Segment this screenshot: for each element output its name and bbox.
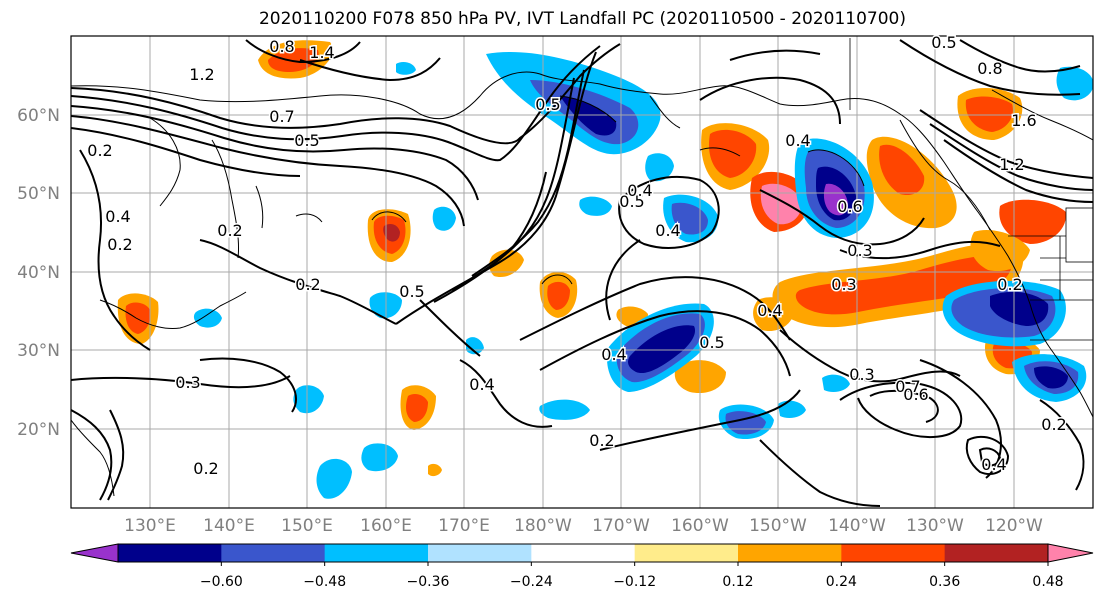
colorbar-swatch [324, 544, 429, 562]
coastlines [71, 71, 1093, 497]
contour-label: 0.4 [601, 345, 626, 364]
contour-label: 1.2 [189, 65, 214, 84]
colorbar-tick-label: −0.60 [200, 574, 243, 590]
colorbar-swatch [531, 544, 636, 562]
colorbar-swatch [634, 544, 739, 562]
contour-label: 1.6 [1011, 111, 1036, 130]
contour-label: 0.4 [785, 131, 810, 150]
latitude-axis: 60°N 50°N 40°N 30°N 20°N [17, 106, 60, 440]
colorbar-frame [117, 543, 1049, 563]
longitude-tick-label: 160°W [671, 516, 729, 536]
contour-label: 0.7 [895, 377, 920, 396]
land-box [1065, 207, 1093, 263]
contour-label: 1.2 [999, 155, 1024, 174]
longitude-tick-label: 130°E [124, 516, 176, 536]
longitude-tick-label: 120°W [985, 516, 1043, 536]
contour-label: 0.4 [757, 301, 782, 320]
colorbar-tick-label: 0.48 [1032, 574, 1063, 590]
longitude-tick-label: 160°E [360, 516, 412, 536]
colorbar-tick-label: −0.48 [303, 574, 346, 590]
longitude-tick-label: 140°E [203, 516, 255, 536]
contour-label: 0.8 [269, 37, 294, 56]
contour-label: 0.6 [903, 385, 928, 404]
longitude-tick-label: 180°W [514, 516, 572, 536]
contour-label: 0.3 [847, 241, 872, 260]
contour-label: 0.2 [193, 459, 218, 478]
contour-label: 0.5 [931, 33, 956, 52]
colorbar: −0.60 −0.48 −0.36 −0.24 −0.12 0.12 0.24 0.36 0.4… [70, 543, 1094, 590]
colorbar-tick-label: −0.12 [613, 574, 656, 590]
contour-label: 0.4 [655, 221, 680, 240]
contour-label: 0.5 [699, 333, 724, 352]
contour-label: 0.4 [627, 181, 652, 200]
longitude-tick-label: 150°W [749, 516, 807, 536]
colorbar-swatch [428, 544, 532, 562]
contour-label: 0.6 [837, 197, 862, 216]
longitude-tick-label: 140°W [828, 516, 886, 536]
longitude-tick-label: 150°E [281, 516, 333, 536]
contour-label: 0.2 [589, 431, 614, 450]
map-frame [70, 35, 1094, 509]
colorbar-swatch [738, 544, 842, 562]
colorbar-swatch [944, 544, 1049, 562]
latitude-tick-label: 60°N [17, 106, 60, 126]
colorbar-tick-label: 0.36 [929, 574, 960, 590]
contour-label: 1.4 [309, 43, 334, 62]
colorbar-tick-label: 0.12 [722, 574, 753, 590]
contour-label: 0.5 [619, 192, 644, 211]
latitude-tick-label: 30°N [17, 341, 60, 361]
longitude-tick-label: 170°W [592, 516, 650, 536]
contour-label: 0.5 [399, 282, 424, 301]
contour-label: 0.4 [469, 375, 494, 394]
colorbar-tick-label: −0.24 [510, 574, 553, 590]
longitude-tick-label: 130°W [906, 516, 964, 536]
political-borders [849, 38, 1093, 341]
contour-label-layer: 0.8 1.41.20.70.50.20.20.40.20.20.30.20.50… [86, 32, 1068, 480]
pv-shading-layer [117, 40, 1093, 499]
longitude-tick-label: 170°E [438, 516, 490, 536]
contour-label: 0.3 [175, 373, 200, 392]
contour-label: 0.2 [1041, 415, 1066, 434]
graticule [71, 36, 1093, 508]
contour-label: 0.5 [294, 131, 319, 150]
latitude-tick-label: 40°N [17, 263, 60, 283]
contour-label: 0.2 [87, 141, 112, 160]
thin-contours [371, 95, 865, 285]
contour-label: 0.4 [105, 207, 130, 226]
colorbar-swatch [841, 544, 946, 562]
colorbar-tick-label: 0.24 [826, 574, 857, 590]
pv-negative-anomalies [193, 51, 1093, 499]
contour-label: 0.2 [295, 275, 320, 294]
contour-label: 0.8 [977, 59, 1002, 78]
contour-label: 0.7 [269, 107, 294, 126]
latitude-tick-label: 20°N [17, 420, 60, 440]
colorbar-tick-label: −0.36 [407, 574, 450, 590]
contour-label: 0.4 [981, 455, 1006, 474]
contour-lines [71, 39, 1093, 507]
contour-label: 0.3 [849, 365, 874, 384]
latitude-tick-label: 50°N [17, 184, 60, 204]
colorbar-swatch [221, 544, 326, 562]
colorbar-extend-low [70, 543, 119, 563]
contour-label: 0.2 [107, 235, 132, 254]
contour-label: 0.2 [997, 275, 1022, 294]
map-title: 2020110200 F078 850 hPa PV, IVT Landfall… [258, 9, 906, 29]
colorbar-extend-high [1047, 543, 1094, 563]
contour-label: 0.5 [535, 95, 560, 114]
colorbar-swatch [118, 544, 222, 562]
longitude-axis: 130°E 140°E 150°E 160°E 170°E 180°W 170°W 160°W… [124, 516, 1043, 536]
contour-label: 0.3 [831, 275, 856, 294]
contour-label: 0.2 [217, 221, 242, 240]
